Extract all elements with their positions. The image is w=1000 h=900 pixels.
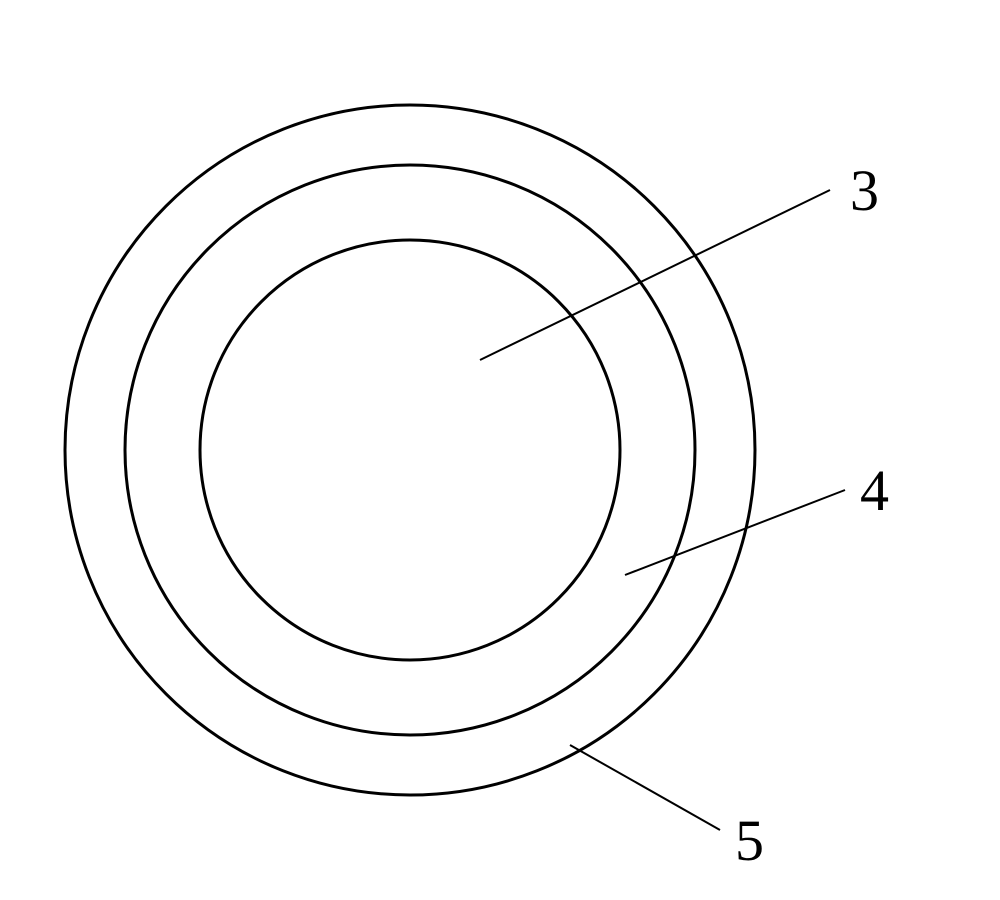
label-3: 3 <box>850 158 879 223</box>
label-5: 5 <box>735 808 764 873</box>
label-4: 4 <box>860 458 889 523</box>
leader-lines: 3 4 5 <box>480 158 889 873</box>
circle-inner <box>200 240 620 660</box>
leader-line-5 <box>570 745 720 830</box>
leader-line-3 <box>480 190 830 360</box>
circle-outer <box>65 105 755 795</box>
circle-middle <box>125 165 695 735</box>
concentric-circles <box>65 105 755 795</box>
cross-section-diagram: 3 4 5 <box>0 0 1000 900</box>
